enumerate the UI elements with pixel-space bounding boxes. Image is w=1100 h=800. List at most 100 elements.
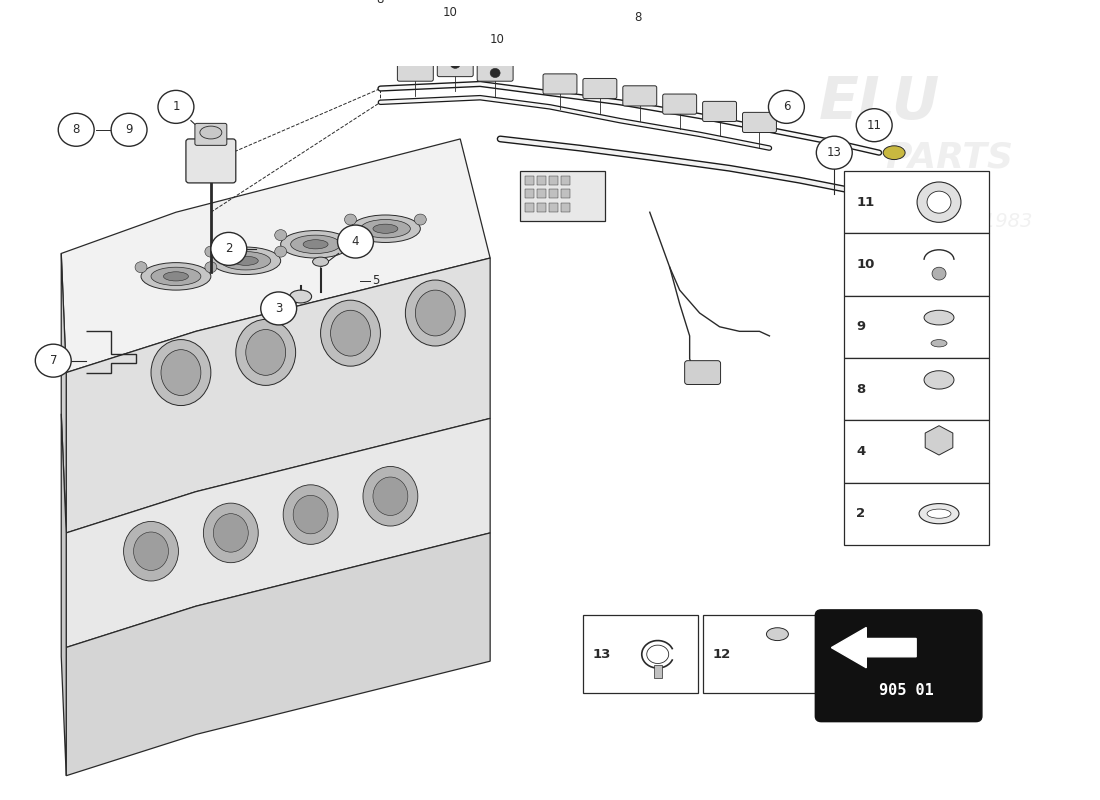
Ellipse shape [767,628,789,641]
Text: 13: 13 [593,648,612,661]
Circle shape [135,262,147,273]
Bar [537,203,546,212]
Ellipse shape [200,126,222,139]
Bar [549,175,558,185]
Ellipse shape [245,330,286,375]
Bar [561,203,570,212]
FancyBboxPatch shape [186,139,235,183]
Circle shape [363,0,398,16]
Text: 11: 11 [867,118,882,132]
Bar [845,234,989,296]
Circle shape [415,214,427,225]
Ellipse shape [235,319,296,386]
Ellipse shape [161,350,201,395]
Polygon shape [62,254,66,533]
Circle shape [932,267,946,280]
FancyBboxPatch shape [815,610,982,722]
Circle shape [338,225,373,258]
Text: 9: 9 [856,320,866,334]
Polygon shape [62,414,66,776]
Ellipse shape [927,509,952,518]
Ellipse shape [151,339,211,406]
Bar [845,296,989,358]
Ellipse shape [283,485,338,544]
Text: 2: 2 [226,242,232,255]
Bar [525,190,533,198]
Bar [703,615,817,694]
Text: EL: EL [134,341,308,468]
Circle shape [58,114,95,146]
Text: 905 01: 905 01 [879,683,934,698]
Bar [525,203,533,212]
Bar [583,615,697,694]
Bar [549,190,558,198]
Polygon shape [832,627,916,668]
Ellipse shape [294,495,328,534]
Text: 8: 8 [634,11,641,25]
Text: 4: 4 [352,235,360,248]
Text: 1: 1 [173,100,179,114]
Ellipse shape [211,247,280,274]
Ellipse shape [920,503,959,524]
Ellipse shape [361,219,410,238]
Ellipse shape [924,370,954,389]
Text: 10: 10 [856,258,875,271]
Text: 12: 12 [713,648,730,661]
Bar [525,175,533,185]
Text: 6: 6 [783,100,790,114]
Text: 12: 12 [558,0,572,3]
Ellipse shape [290,235,341,254]
Text: ELU: ELU [818,74,939,130]
Text: since 1983: since 1983 [926,212,1032,231]
Text: 8: 8 [73,123,80,136]
Circle shape [275,246,287,257]
Text: 2: 2 [856,507,866,520]
Bar [845,482,989,545]
FancyBboxPatch shape [703,102,737,122]
Circle shape [619,2,656,34]
Bar [549,203,558,212]
Ellipse shape [363,466,418,526]
Text: 4: 4 [856,445,866,458]
Circle shape [211,232,246,266]
Polygon shape [925,426,953,455]
Ellipse shape [141,262,211,290]
Ellipse shape [133,532,168,570]
Circle shape [927,191,952,213]
Circle shape [491,68,501,78]
Bar [561,190,570,198]
Bar [845,420,989,482]
Bar [845,358,989,420]
Circle shape [158,90,194,123]
FancyBboxPatch shape [742,112,777,133]
Bar [561,175,570,185]
Ellipse shape [233,256,258,266]
FancyBboxPatch shape [623,86,657,106]
Ellipse shape [312,257,329,266]
Ellipse shape [204,503,258,562]
Text: 9: 9 [125,123,133,136]
Ellipse shape [123,522,178,581]
Polygon shape [66,258,491,533]
Ellipse shape [213,514,249,552]
Ellipse shape [883,146,905,159]
FancyBboxPatch shape [543,74,576,94]
Ellipse shape [351,215,420,242]
Ellipse shape [924,310,954,325]
Circle shape [856,109,892,142]
FancyBboxPatch shape [477,59,513,82]
Text: 7: 7 [50,354,57,367]
Polygon shape [66,418,491,647]
FancyBboxPatch shape [684,361,721,385]
Ellipse shape [164,272,188,281]
Polygon shape [62,139,491,373]
Bar [653,666,662,678]
Circle shape [432,0,469,29]
Ellipse shape [151,267,201,286]
Text: 11: 11 [856,196,875,209]
Text: 5: 5 [373,274,380,287]
Text: PARTS: PARTS [886,140,1013,174]
Circle shape [917,182,961,222]
Ellipse shape [373,224,398,234]
Ellipse shape [331,310,371,356]
